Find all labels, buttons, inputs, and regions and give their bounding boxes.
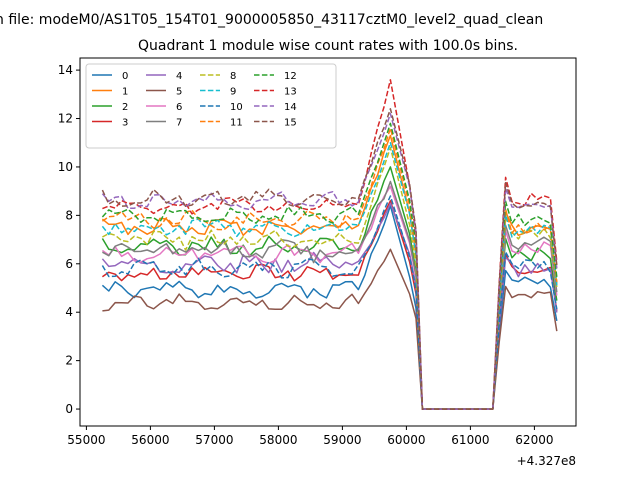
series-line-9 xyxy=(101,141,558,410)
legend-label-3: 3 xyxy=(122,118,128,129)
y-tick-label: 0 xyxy=(65,402,73,416)
legend-label-8: 8 xyxy=(230,71,236,82)
x-offset-label: +4.327e8 xyxy=(517,454,576,468)
y-tick-label: 6 xyxy=(65,257,73,271)
plot-area xyxy=(79,57,577,427)
legend-label-12: 12 xyxy=(284,71,297,82)
x-tick-label: 56000 xyxy=(131,433,169,447)
x-tick-label: 61000 xyxy=(451,433,489,447)
series-line-7 xyxy=(102,180,558,410)
y-tick-label: 2 xyxy=(65,354,73,368)
legend-label-15: 15 xyxy=(284,118,297,129)
series-line-8 xyxy=(102,146,558,410)
y-tick-label: 4 xyxy=(65,305,73,319)
legend-label-13: 13 xyxy=(284,87,297,98)
y-tick-label: 10 xyxy=(58,160,73,174)
legend-label-0: 0 xyxy=(122,71,128,82)
x-tick-label: 58000 xyxy=(259,433,297,447)
series-line-14 xyxy=(101,112,558,410)
legend-label-10: 10 xyxy=(230,102,243,113)
legend-label-11: 11 xyxy=(230,118,243,129)
y-axis: 0 2 4 6 8 10 12 14 xyxy=(58,63,80,416)
legend-label-6: 6 xyxy=(176,102,182,113)
legend-label-5: 5 xyxy=(176,87,182,98)
legend-label-7: 7 xyxy=(176,118,182,129)
series-line-0 xyxy=(101,204,558,410)
legend-label-4: 4 xyxy=(176,71,182,82)
legend-label-9: 9 xyxy=(230,87,236,98)
series-line-12 xyxy=(101,122,558,410)
legend-label-2: 2 xyxy=(122,102,128,113)
x-axis: 55000 56000 57000 58000 59000 60000 61000 62000 xyxy=(67,426,553,447)
chart-title: Quadrant 1 module wise count rates with … xyxy=(138,38,518,54)
figure-suptitle: n file: modeM0/AS1T05_154T01_9000005850_… xyxy=(0,12,543,28)
plot-frame xyxy=(79,57,577,427)
x-tick-label: 57000 xyxy=(195,433,233,447)
x-tick-label: 55000 xyxy=(67,433,105,447)
series-layer xyxy=(101,79,558,410)
y-tick-label: 8 xyxy=(65,208,73,222)
legend-label-1: 1 xyxy=(122,87,128,98)
y-tick-label: 14 xyxy=(58,63,73,77)
series-line-11 xyxy=(101,127,558,410)
series-line-15 xyxy=(101,108,558,410)
y-tick-label: 12 xyxy=(58,112,73,126)
legend-label-14: 14 xyxy=(284,102,297,113)
x-tick-label: 59000 xyxy=(323,433,361,447)
x-tick-label: 60000 xyxy=(387,433,425,447)
x-tick-label: 62000 xyxy=(515,433,553,447)
